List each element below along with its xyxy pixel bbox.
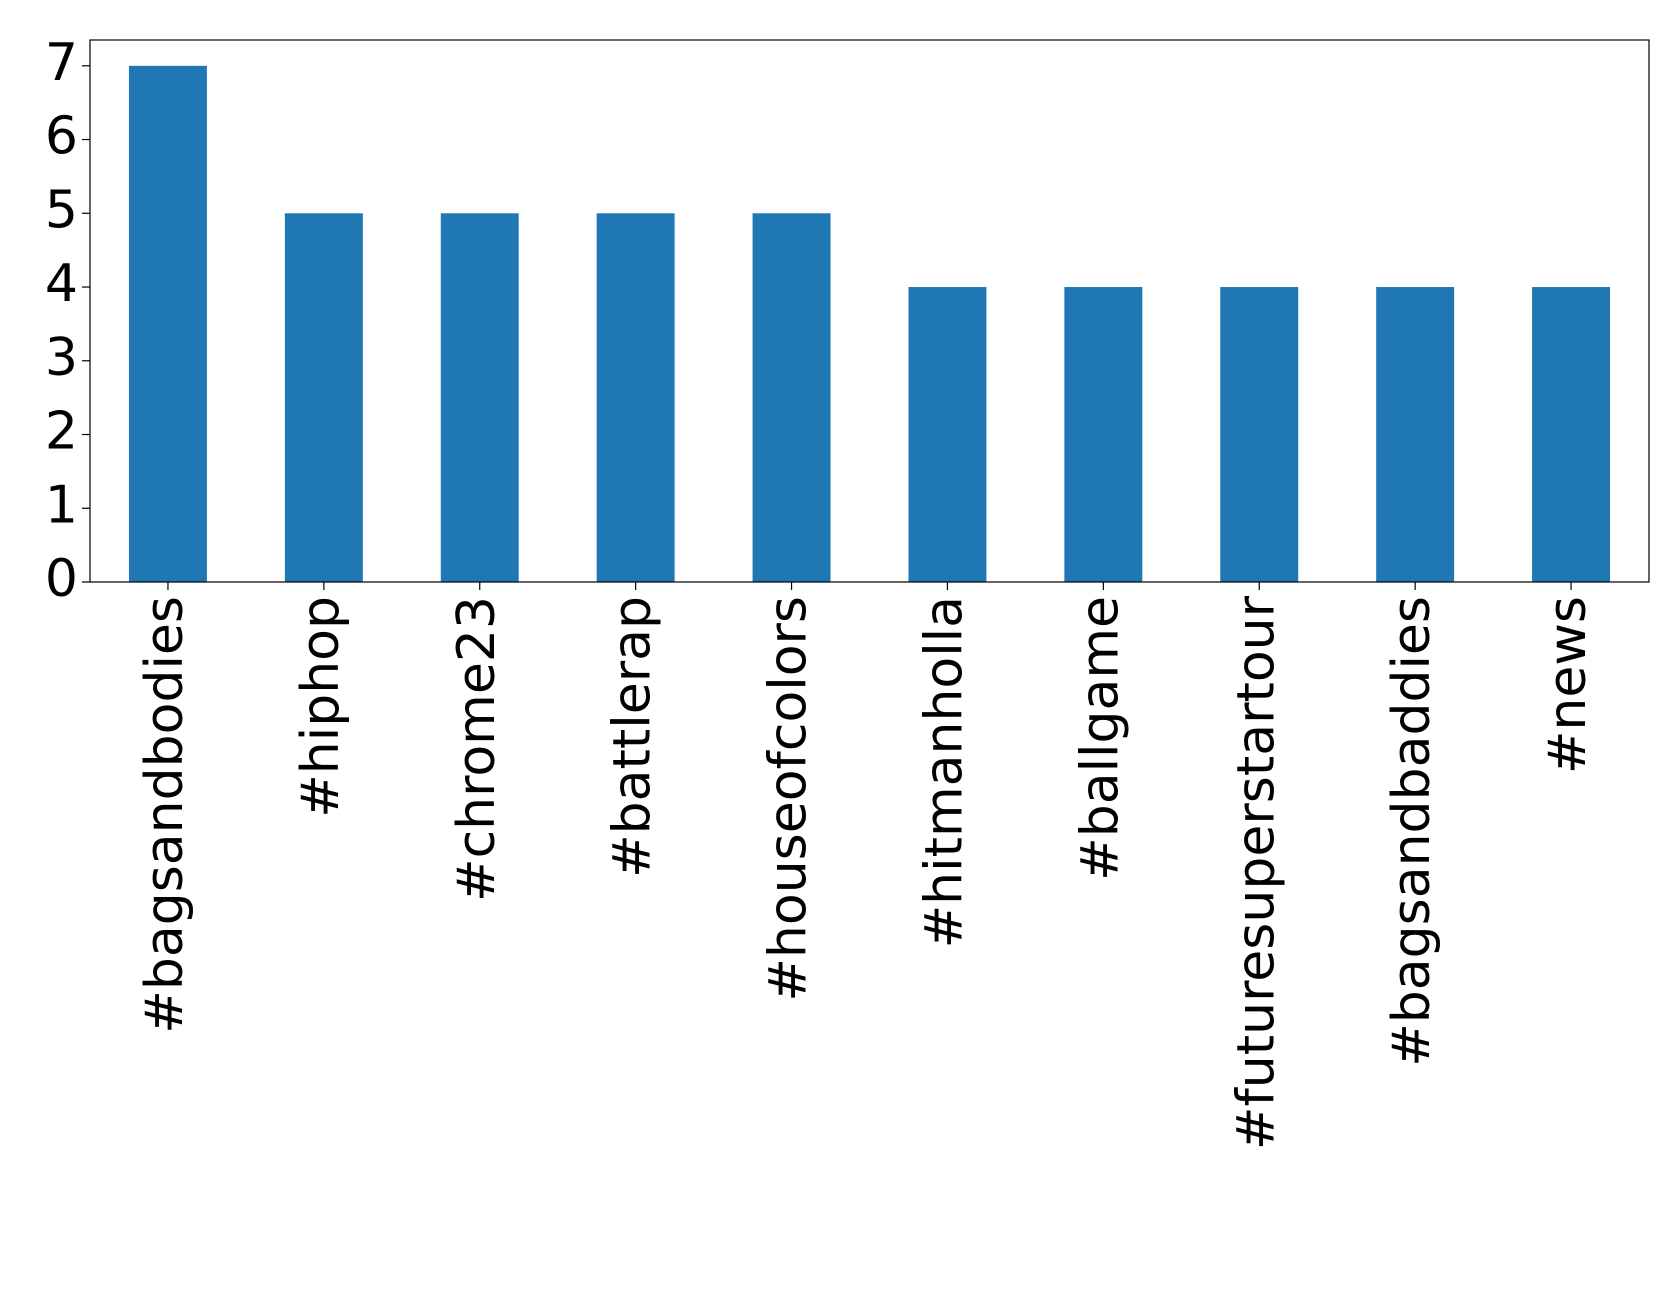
bar [752, 213, 831, 582]
bar [1376, 287, 1455, 582]
bar [128, 65, 207, 583]
x-tick-label: #bagsandbodies [135, 596, 195, 1034]
y-tick-label: 0 [45, 549, 78, 609]
y-tick-label: 1 [45, 475, 78, 535]
bar [1220, 287, 1299, 582]
x-tick-label: #battlerap [603, 596, 663, 878]
y-tick-label: 3 [45, 328, 78, 388]
x-tick-label: #futuresuperstartour [1226, 595, 1286, 1150]
y-tick-label: 7 [45, 33, 78, 93]
y-tick-label: 4 [45, 254, 78, 314]
x-tick-label: #ballgame [1070, 596, 1130, 881]
bar [908, 287, 987, 582]
bar [1532, 287, 1611, 582]
x-tick-label: #hitmanholla [914, 596, 974, 948]
bar [284, 213, 363, 582]
bar [440, 213, 519, 582]
x-tick-label: #chrome23 [447, 596, 507, 902]
bar [596, 213, 675, 582]
bar [1064, 287, 1143, 582]
x-tick-label: #bagsandbaddies [1382, 596, 1442, 1067]
x-tick-label: #news [1538, 596, 1598, 774]
y-tick-label: 6 [45, 107, 78, 167]
plot-frame [89, 39, 1650, 583]
y-tick-label: 5 [45, 180, 78, 240]
x-tick-label: #hiphop [291, 596, 351, 818]
y-tick-label: 2 [45, 402, 78, 462]
x-tick-label: #houseofcolors [759, 596, 819, 1002]
